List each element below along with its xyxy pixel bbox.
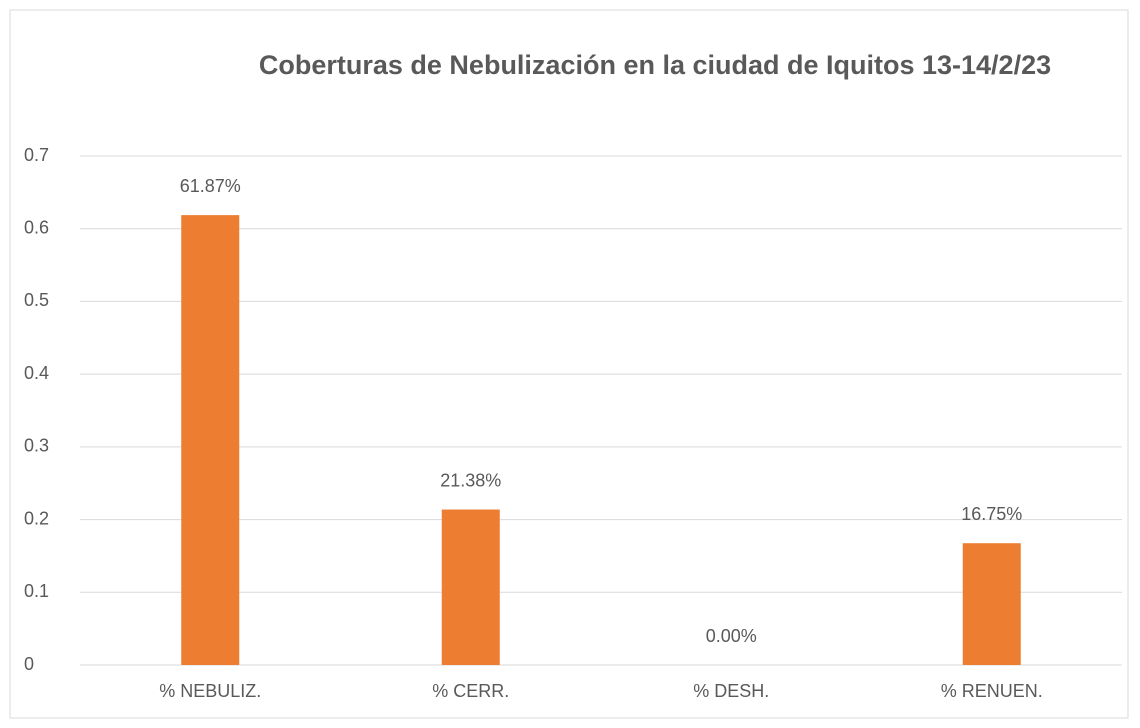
x-tick-label: % DESH. — [693, 681, 769, 701]
value-label: 0.00% — [706, 626, 757, 646]
y-tick-label: 0.2 — [24, 508, 49, 528]
bar — [181, 215, 240, 666]
bar — [441, 509, 500, 665]
y-tick-label: 0.6 — [24, 217, 49, 237]
y-tick-label: 0 — [24, 654, 34, 674]
y-tick-label: 0.3 — [24, 436, 49, 456]
value-label: 16.75% — [961, 504, 1022, 524]
value-label: 21.38% — [440, 470, 501, 490]
bar — [962, 543, 1021, 665]
y-tick-label: 0.5 — [24, 290, 49, 310]
y-tick-label: 0.4 — [24, 363, 49, 383]
chart-border — [9, 9, 1129, 719]
y-tick-label: 0.7 — [24, 145, 49, 165]
chart-title: Coberturas de Nebulización en la ciudad … — [258, 50, 1052, 80]
x-tick-label: % CERR. — [432, 681, 509, 701]
x-tick-label: % RENUEN. — [941, 681, 1043, 701]
y-tick-label: 0.1 — [24, 581, 49, 601]
x-tick-label: % NEBULIZ. — [159, 681, 261, 701]
value-label: 61.87% — [180, 176, 241, 196]
